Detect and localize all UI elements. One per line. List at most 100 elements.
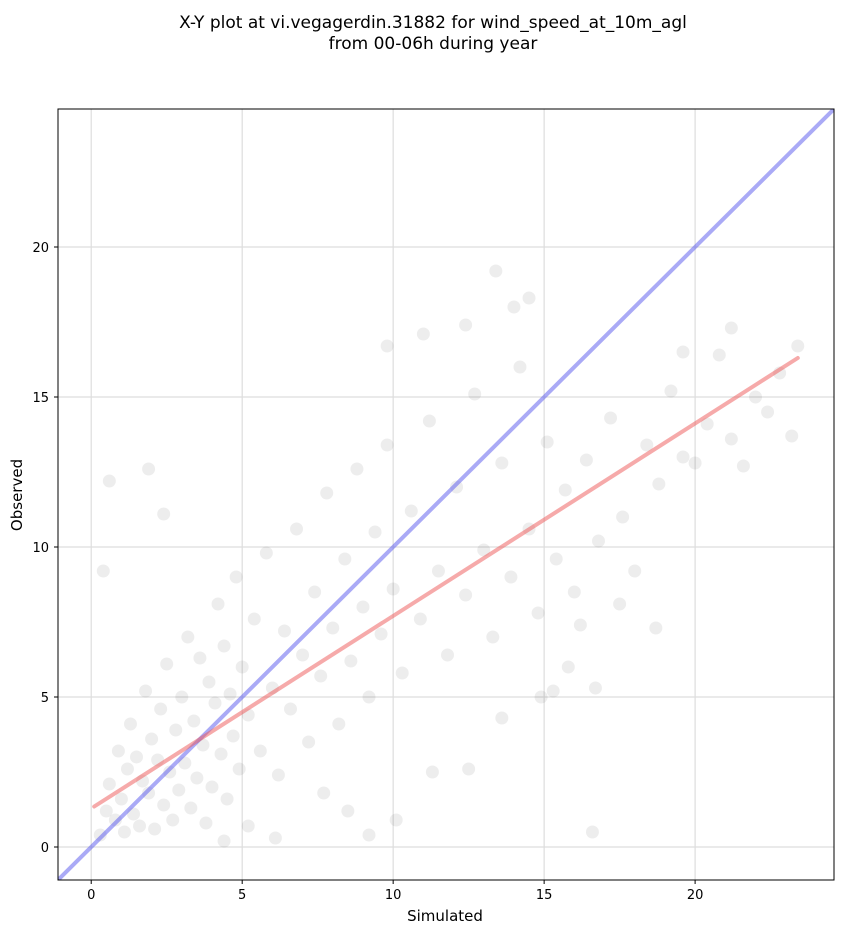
data-point (404, 504, 418, 518)
data-point (356, 600, 370, 614)
data-point (211, 597, 225, 611)
data-point (142, 786, 156, 800)
data-point (628, 564, 642, 578)
data-point (531, 606, 545, 620)
data-point (232, 762, 246, 776)
data-point (489, 264, 503, 278)
data-point (193, 651, 207, 665)
x-tick-label: 5 (238, 888, 246, 903)
data-point (561, 660, 575, 674)
data-point (117, 825, 131, 839)
data-point (139, 684, 153, 698)
data-point (604, 411, 618, 425)
data-point (724, 321, 738, 335)
data-point (748, 390, 762, 404)
data-point (190, 771, 204, 785)
data-point (96, 564, 110, 578)
data-point (441, 648, 455, 662)
data-point (332, 717, 346, 731)
y-tick-label: 20 (32, 241, 49, 256)
data-point (317, 786, 331, 800)
data-point (495, 711, 509, 725)
data-point (157, 798, 171, 812)
data-point (613, 597, 627, 611)
chart-title-line-2: from 00-06h during year (329, 34, 538, 54)
data-point (380, 339, 394, 353)
data-point (513, 360, 527, 374)
data-point (676, 450, 690, 464)
data-point (163, 765, 177, 779)
data-point (761, 405, 775, 419)
data-point (591, 534, 605, 548)
data-point (172, 783, 186, 797)
chart-title-line-1: X-Y plot at vi.vegagerdin.31882 for wind… (179, 13, 687, 33)
data-point (202, 675, 216, 689)
data-point (229, 570, 243, 584)
data-point (450, 480, 464, 494)
data-point (253, 744, 267, 758)
data-point (199, 816, 213, 830)
data-point (184, 801, 198, 815)
data-point (477, 543, 491, 557)
data-point (217, 834, 231, 848)
grid-lines (58, 109, 834, 880)
x-tick-label: 15 (536, 888, 553, 903)
data-point (534, 690, 548, 704)
data-point (588, 681, 602, 695)
data-point (522, 291, 536, 305)
data-point (640, 438, 654, 452)
data-point (320, 486, 334, 500)
data-point (120, 762, 134, 776)
data-point (579, 453, 593, 467)
data-point (175, 690, 189, 704)
data-point (736, 459, 750, 473)
y-tick-label: 0 (41, 841, 49, 856)
data-point (785, 429, 799, 443)
plot-frame (57, 108, 835, 881)
data-point (314, 669, 328, 683)
data-point (148, 822, 162, 836)
x-tick-label: 20 (687, 888, 704, 903)
reference-line-1:1 (58, 109, 834, 880)
data-point (102, 777, 116, 791)
data-point (664, 384, 678, 398)
data-point (99, 804, 113, 818)
data-point (350, 462, 364, 476)
data-point (344, 654, 358, 668)
data-point (205, 780, 219, 794)
x-tick-label: 0 (87, 888, 95, 903)
data-point (700, 417, 714, 431)
data-point (712, 348, 726, 362)
data-point (585, 825, 599, 839)
data-point (338, 552, 352, 566)
data-point (302, 735, 316, 749)
data-point (130, 750, 144, 764)
data-point (459, 318, 473, 332)
data-point (362, 690, 376, 704)
x-axis-ticks: 0 5 10 15 20 (87, 880, 703, 903)
data-point (389, 813, 403, 827)
data-point (326, 621, 340, 635)
data-point (688, 456, 702, 470)
data-point (268, 831, 282, 845)
data-point (549, 552, 563, 566)
data-point (123, 717, 137, 731)
data-point (102, 474, 116, 488)
data-point (160, 657, 174, 671)
data-point (271, 768, 285, 782)
data-point (652, 477, 666, 491)
data-point (223, 687, 237, 701)
data-point (362, 828, 376, 842)
data-point (649, 621, 663, 635)
data-point (413, 612, 427, 626)
data-point (290, 522, 304, 536)
data-point (145, 732, 159, 746)
y-axis-ticks: 0 5 10 15 20 (32, 241, 58, 856)
data-point (546, 684, 560, 698)
data-point (468, 387, 482, 401)
data-point (416, 327, 430, 341)
scatter-points (93, 264, 805, 848)
data-point (558, 483, 572, 497)
data-point (507, 300, 521, 314)
data-point (368, 525, 382, 539)
